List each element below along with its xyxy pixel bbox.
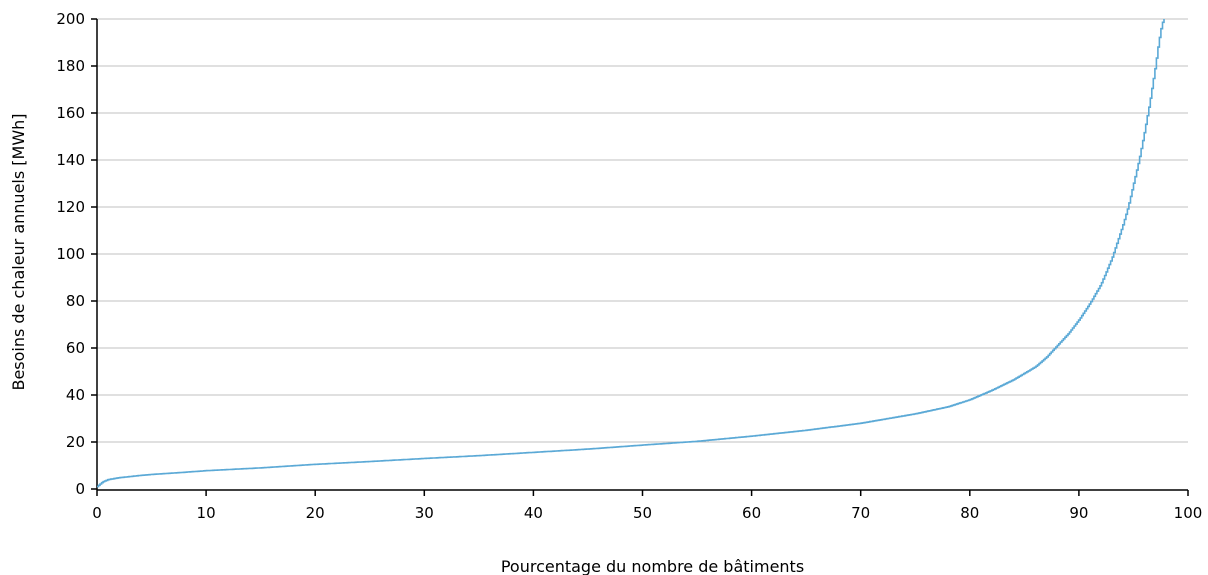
x-tick-label: 90 bbox=[1069, 504, 1088, 522]
x-axis-title: Pourcentage du nombre de bâtiments bbox=[501, 557, 804, 575]
y-tick-label: 0 bbox=[75, 480, 85, 498]
series-line bbox=[97, 19, 1165, 488]
x-tick-label: 10 bbox=[197, 504, 216, 522]
x-tick-label: 100 bbox=[1174, 504, 1203, 522]
y-tick-label: 20 bbox=[66, 433, 85, 451]
x-tick-label: 40 bbox=[524, 504, 543, 522]
x-tick-label: 30 bbox=[415, 504, 434, 522]
y-tick-label: 200 bbox=[56, 10, 85, 28]
x-tick-label: 70 bbox=[851, 504, 870, 522]
y-tick-label: 120 bbox=[56, 198, 85, 216]
y-tick-label: 160 bbox=[56, 104, 85, 122]
y-tick-label: 60 bbox=[66, 339, 85, 357]
y-axis-ticks: 0 20 40 60 80 100 120 140 160 180 200 bbox=[56, 10, 97, 498]
y-tick-label: 80 bbox=[66, 292, 85, 310]
y-tick-label: 40 bbox=[66, 386, 85, 404]
x-tick-label: 0 bbox=[92, 504, 102, 522]
y-tick-label: 100 bbox=[56, 245, 85, 263]
y-axis-title: Besoins de chaleur annuels [MWh] bbox=[9, 113, 28, 390]
x-tick-label: 50 bbox=[633, 504, 652, 522]
grid-lines bbox=[97, 18, 1188, 443]
x-tick-label: 60 bbox=[742, 504, 761, 522]
x-tick-label: 80 bbox=[960, 504, 979, 522]
y-tick-label: 140 bbox=[56, 151, 85, 169]
x-tick-label: 20 bbox=[306, 504, 325, 522]
y-tick-label: 180 bbox=[56, 57, 85, 75]
x-axis-ticks: 0 10 20 30 40 50 60 70 80 90 100 bbox=[92, 490, 1202, 522]
